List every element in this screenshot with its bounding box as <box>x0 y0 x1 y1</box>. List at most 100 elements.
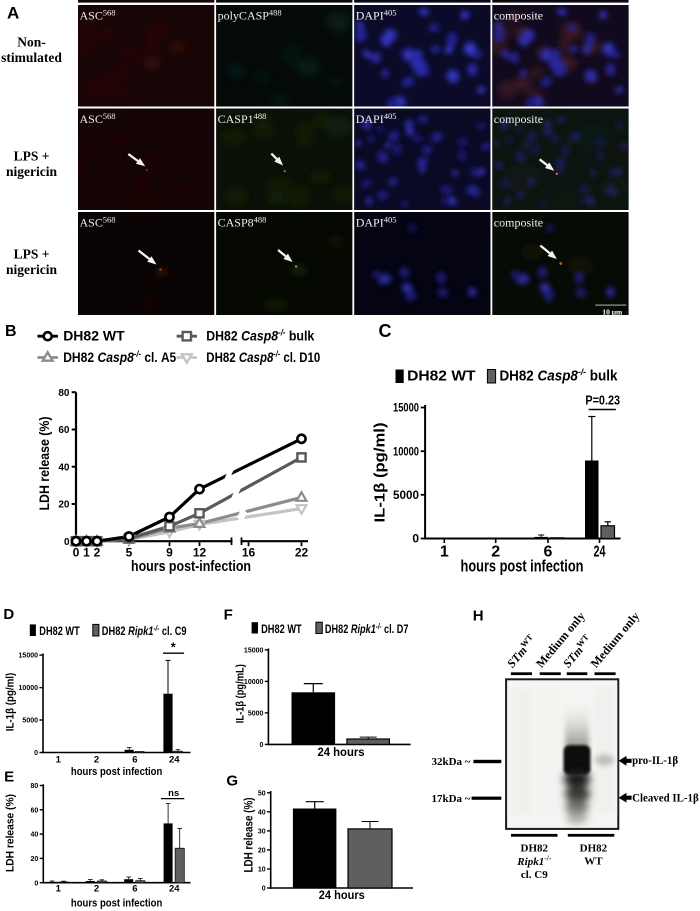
svg-text:10000: 10000 <box>19 685 39 692</box>
svg-text:-/-: -/- <box>278 328 285 338</box>
svg-text:DH82: DH82 <box>206 328 241 344</box>
svg-text:568: 568 <box>103 111 116 121</box>
svg-text:bulk: bulk <box>285 328 314 344</box>
svg-text:15000: 15000 <box>19 653 39 660</box>
svg-text:-/-: -/- <box>578 367 586 378</box>
svg-text:1: 1 <box>56 755 62 766</box>
svg-text:Non-: Non- <box>17 35 46 50</box>
svg-text:E: E <box>4 769 14 786</box>
svg-text:40: 40 <box>58 462 70 473</box>
svg-text:24: 24 <box>169 755 180 766</box>
svg-text:0: 0 <box>34 750 38 757</box>
svg-text:17kDa ~: 17kDa ~ <box>431 793 470 805</box>
svg-text:stimulated: stimulated <box>1 50 62 65</box>
svg-text:32kDa ~: 32kDa ~ <box>431 756 470 768</box>
svg-text:DH82 WT: DH82 WT <box>407 368 476 385</box>
svg-text:Ripk1: Ripk1 <box>128 624 154 638</box>
svg-text:405: 405 <box>384 215 397 225</box>
svg-text:1: 1 <box>56 884 62 895</box>
svg-text:0: 0 <box>64 537 70 548</box>
svg-text:A: A <box>7 4 19 23</box>
svg-text:ASC: ASC <box>80 9 103 23</box>
svg-text:40: 40 <box>258 809 266 816</box>
svg-text:24: 24 <box>169 884 180 895</box>
svg-text:LPS +: LPS + <box>14 247 50 262</box>
svg-text:24 hours: 24 hours <box>318 747 365 759</box>
svg-text:1: 1 <box>83 546 90 560</box>
svg-text:0: 0 <box>34 880 38 887</box>
svg-text:hours post-infection: hours post-infection <box>131 558 251 575</box>
svg-text:DH82 WT: DH82 WT <box>39 624 80 638</box>
svg-text:LDH release (%): LDH release (%) <box>36 417 52 511</box>
svg-text:10000: 10000 <box>244 679 264 686</box>
svg-text:Medium only: Medium only <box>588 609 643 670</box>
svg-text:6: 6 <box>132 884 137 895</box>
svg-text:DH82: DH82 <box>102 624 128 638</box>
svg-text:20: 20 <box>258 848 266 855</box>
svg-text:polyCASP: polyCASP <box>218 9 270 23</box>
svg-text:nigericin: nigericin <box>6 164 57 179</box>
svg-text:405: 405 <box>384 8 397 18</box>
svg-text:cl. C9: cl. C9 <box>521 869 548 881</box>
svg-text:5000: 5000 <box>393 488 419 502</box>
svg-text:C: C <box>379 321 392 341</box>
svg-text:40: 40 <box>31 832 39 839</box>
svg-text:9: 9 <box>166 546 173 560</box>
svg-text:B: B <box>5 323 17 340</box>
svg-text:488: 488 <box>254 111 267 121</box>
svg-text:Cleaved IL-1β: Cleaved IL-1β <box>632 793 699 805</box>
svg-text:composite: composite <box>494 112 543 126</box>
svg-text:cl. D7: cl. D7 <box>382 622 409 636</box>
svg-text:80: 80 <box>31 783 39 790</box>
svg-text:DH82 WT: DH82 WT <box>63 328 125 344</box>
svg-text:405: 405 <box>384 111 397 121</box>
svg-text:60: 60 <box>31 807 39 814</box>
svg-text:DAPI: DAPI <box>356 216 384 230</box>
svg-text:nigericin: nigericin <box>6 262 57 277</box>
svg-text:5000: 5000 <box>22 718 38 725</box>
svg-text:-/-: -/- <box>376 622 382 631</box>
svg-text:-/-: -/- <box>153 624 159 633</box>
svg-text:IL-1β (pg/mL): IL-1β (pg/mL) <box>235 664 247 723</box>
svg-text:composite: composite <box>494 216 543 230</box>
svg-text:hours post infection: hours post infection <box>71 898 163 910</box>
svg-text:0: 0 <box>412 532 419 546</box>
svg-text:IL-1β (pg/ml): IL-1β (pg/ml) <box>5 672 17 731</box>
svg-text:CASP8: CASP8 <box>218 216 254 230</box>
svg-text:5000: 5000 <box>248 711 264 718</box>
svg-text:DH82: DH82 <box>580 843 608 855</box>
svg-text:2: 2 <box>94 546 101 560</box>
svg-text:IL-1β (pg/ml): IL-1β (pg/ml) <box>372 423 389 523</box>
svg-text:488: 488 <box>269 8 282 18</box>
svg-text:LDH release (%): LDH release (%) <box>5 794 17 872</box>
svg-text:D: D <box>3 606 14 623</box>
svg-text:hours post infection: hours post infection <box>71 766 163 778</box>
svg-text:cl. C9: cl. C9 <box>159 624 187 638</box>
svg-text:Casp8: Casp8 <box>239 349 274 365</box>
svg-text:DH82 WT: DH82 WT <box>261 622 302 636</box>
svg-text:bulk: bulk <box>586 368 618 385</box>
svg-text:24 hours: 24 hours <box>319 890 365 902</box>
svg-text:WT: WT <box>584 855 603 867</box>
svg-text:DH82: DH82 <box>206 349 239 365</box>
svg-text:H: H <box>473 607 484 624</box>
svg-text:DH82: DH82 <box>325 622 351 636</box>
svg-text:15000: 15000 <box>393 401 419 415</box>
svg-text:-/-: -/- <box>134 349 141 359</box>
svg-text:2: 2 <box>94 755 99 766</box>
svg-text:0: 0 <box>262 886 266 893</box>
svg-text:DAPI: DAPI <box>356 9 384 23</box>
svg-text:DAPI: DAPI <box>356 112 384 126</box>
svg-text:composite: composite <box>494 9 543 23</box>
svg-text:ns: ns <box>168 788 179 799</box>
svg-text:0: 0 <box>259 742 263 749</box>
svg-text:15000: 15000 <box>244 648 264 655</box>
svg-text:LDH release (%): LDH release (%) <box>242 798 256 873</box>
svg-text:Casp8: Casp8 <box>97 349 134 365</box>
svg-text:568: 568 <box>103 215 116 225</box>
svg-text:cl. A5: cl. A5 <box>141 349 176 365</box>
svg-text:P=0.23: P=0.23 <box>585 394 620 408</box>
svg-text:Ripk1: Ripk1 <box>351 622 376 636</box>
svg-text:0: 0 <box>73 546 80 560</box>
svg-text:5: 5 <box>126 546 133 560</box>
